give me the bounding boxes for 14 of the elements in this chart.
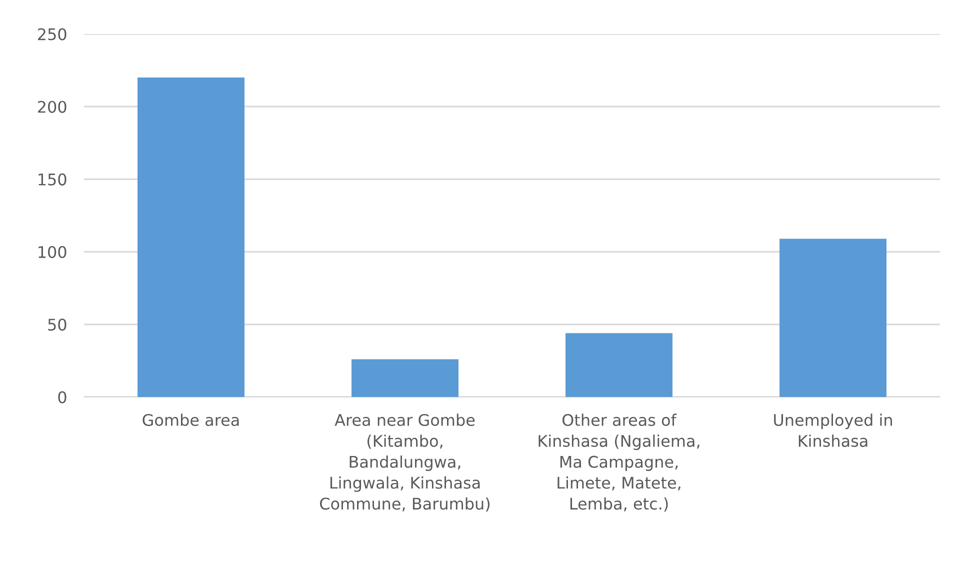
x-tick-label: Unemployed in Kinshasa <box>774 414 892 447</box>
y-tick-label: 50 <box>48 318 66 331</box>
bar <box>138 78 244 397</box>
x-tick-label: Area near Gombe (Kitambo, Bandalungwa, Lingwala, Kinshasa Commune, Barumbu) <box>320 414 490 512</box>
x-tick-label: Gombe area <box>142 414 239 426</box>
y-tick-label: 200 <box>38 100 66 113</box>
bar <box>566 333 672 397</box>
y-tick-label: 150 <box>38 173 66 186</box>
x-tick-label: Other areas of Kinshasa (Ngaliema, Ma Campagne, Limete, Matete, Lemba, etc.) <box>538 414 700 512</box>
y-tick-label: 0 <box>58 391 66 404</box>
y-tick-label: 250 <box>38 28 66 40</box>
y-tick-label: 100 <box>38 246 66 258</box>
bar <box>780 238 886 397</box>
bar <box>352 359 458 397</box>
